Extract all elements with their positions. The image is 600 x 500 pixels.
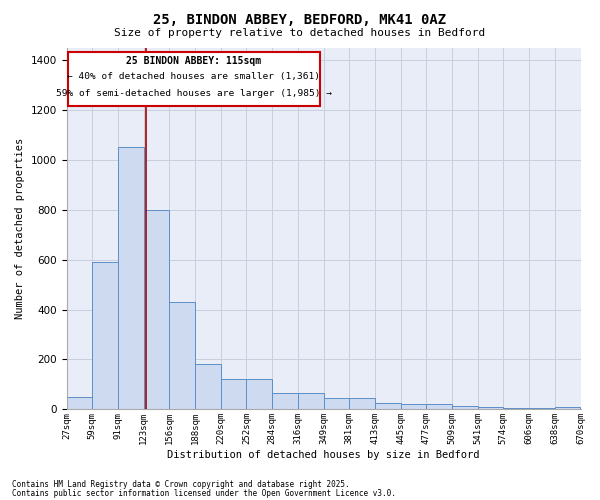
Bar (92, 262, 118, 410)
Bar (503, 408, 529, 410)
Text: 25, BINDON ABBEY, BEDFORD, MK41 0AZ: 25, BINDON ABBEY, BEDFORD, MK41 0AZ (154, 12, 446, 26)
Bar (349, 398, 375, 409)
Text: Contains public sector information licensed under the Open Government Licence v3: Contains public sector information licen… (12, 488, 396, 498)
Text: Contains HM Land Registry data © Crown copyright and database right 2025.: Contains HM Land Registry data © Crown c… (12, 480, 350, 489)
Bar (555, 407, 580, 410)
Bar (221, 380, 247, 410)
Bar (452, 406, 478, 409)
Bar (401, 404, 427, 409)
Y-axis label: Number of detached properties: Number of detached properties (15, 138, 25, 319)
Bar (529, 408, 555, 410)
Bar (427, 404, 452, 409)
Bar (169, 302, 195, 410)
Bar (478, 407, 503, 410)
Text: 25 BINDON ABBEY: 115sqm: 25 BINDON ABBEY: 115sqm (126, 56, 261, 66)
Text: 59% of semi-detached houses are larger (1,985) →: 59% of semi-detached houses are larger (… (56, 88, 332, 98)
Text: ← 40% of detached houses are smaller (1,361): ← 40% of detached houses are smaller (1,… (67, 72, 320, 82)
Bar (323, 398, 349, 409)
Bar (375, 403, 401, 409)
Bar (298, 393, 323, 409)
Bar (118, 148, 143, 410)
Bar (67, 397, 92, 409)
X-axis label: Distribution of detached houses by size in Bedford: Distribution of detached houses by size … (167, 450, 480, 460)
Bar (247, 380, 272, 410)
Bar (195, 364, 221, 410)
Text: Size of property relative to detached houses in Bedford: Size of property relative to detached ho… (115, 28, 485, 38)
Bar (272, 393, 298, 409)
Bar (143, 210, 169, 410)
FancyBboxPatch shape (68, 52, 320, 106)
